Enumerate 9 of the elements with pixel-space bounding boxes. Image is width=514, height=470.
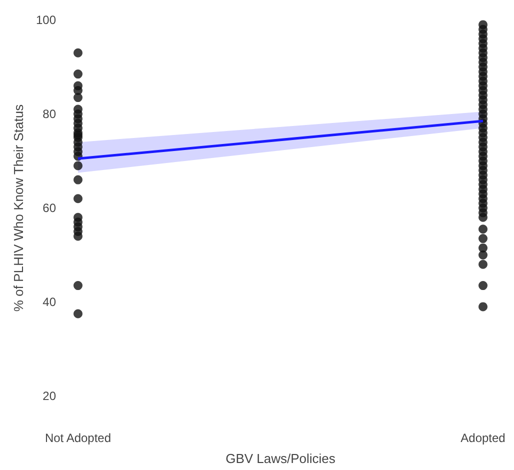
y-tick-label: 20 [42,389,56,403]
y-axis-title: % of PLHIV Who Know Their Status [11,104,26,312]
x-tick-label: Adopted [460,431,506,445]
x-axis-title: GBV Laws/Policies [226,451,336,466]
y-tick-label: 60 [42,201,56,215]
y-tick-label: 100 [36,13,56,27]
y-tick-label: 80 [42,107,56,121]
x-tick-label: Not Adopted [44,431,112,445]
y-tick-label: 40 [42,295,56,309]
